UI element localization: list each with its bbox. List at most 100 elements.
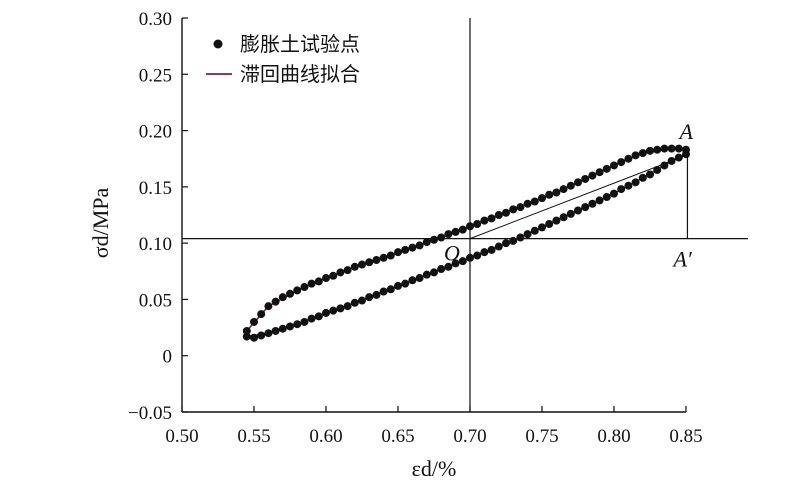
legend-marker-test-points [213,39,223,49]
data-point [451,259,460,268]
data-point [566,181,575,190]
data-point [588,171,597,180]
data-point [372,256,381,265]
data-point [494,242,503,251]
data-point [322,274,330,283]
data-point [617,158,626,167]
data-point [350,298,359,307]
data-point [523,230,532,239]
data-point [242,326,251,335]
data-point [595,196,604,205]
data-point [430,268,438,277]
data-point [408,243,417,252]
data-point [545,190,554,199]
data-point [624,181,633,190]
x-tick-label: 0.75 [525,426,558,447]
test-points [242,144,690,342]
data-point [624,154,633,163]
y-tick-label: 0.05 [139,290,172,311]
data-point [516,233,525,242]
y-tick-label: 0.30 [139,9,172,30]
data-point [444,262,453,271]
data-point [365,258,374,267]
data-point [444,230,453,239]
data-point [394,281,402,290]
data-point [307,279,316,288]
data-point [242,332,251,341]
data-point [451,227,460,236]
data-point [415,274,424,283]
data-point [415,241,424,250]
data-point [646,170,654,179]
data-point [307,314,316,323]
data-point [271,326,280,335]
data-point [343,302,352,311]
data-point [293,286,302,295]
x-tick-label: 0.50 [165,426,198,447]
data-point [401,245,410,254]
data-point [408,276,417,285]
data-point [314,312,323,321]
data-point [480,216,489,225]
data-point [574,178,582,187]
data-point [538,223,546,232]
data-point [480,248,489,257]
data-point [638,173,647,182]
data-point [674,153,683,162]
auxiliary-axes [182,18,748,412]
data-point [458,225,467,234]
x-tick-label: 0.65 [381,426,414,447]
x-tick-label: 0.60 [309,426,342,447]
axis-ticks: 0.50 0.55 0.60 0.65 0.70 0.75 0.80 0.85 −0.05 0 0.… [128,9,703,447]
x-tick-label: 0.70 [453,426,486,447]
data-point [631,151,640,160]
data-point [653,145,662,154]
projection-label: A′ [671,247,692,272]
data-point [667,144,676,153]
data-point [566,209,575,218]
data-point [682,150,690,159]
data-point [437,265,446,274]
fit-curve [246,147,687,338]
data-point [552,188,561,197]
data-point [358,260,366,269]
data-point [430,235,438,244]
data-point [653,165,662,174]
data-point [466,222,474,231]
data-point [372,290,381,299]
legend-label-test-points: 膨胀土试验点 [240,32,360,56]
data-point [386,251,395,260]
data-point [437,233,446,242]
secant-line-oa [469,154,688,240]
data-point [516,203,525,212]
data-point [595,168,604,177]
data-point [509,236,518,245]
data-point [473,220,482,229]
data-point [502,239,510,248]
fit-curve-loop [246,147,687,338]
data-point [631,178,640,187]
data-point [588,199,597,208]
y-tick-label: 0 [163,347,173,368]
data-point [458,257,467,266]
plot-axes [181,18,686,413]
data-point [336,304,345,313]
data-point [264,329,273,338]
x-tick-label: 0.80 [597,426,630,447]
data-point [278,324,287,333]
annotations: O A A′ [444,119,693,272]
data-point [523,199,532,208]
data-point [530,226,539,235]
data-point [271,297,280,306]
data-point [545,220,554,229]
data-point [559,213,568,222]
legend: 膨胀土试验点 滞回曲线拟合 [206,32,360,86]
data-point [386,285,395,294]
peak-label: A [677,119,693,144]
data-point [314,277,323,286]
data-point [379,287,388,296]
data-point [286,289,294,298]
x-axis-label: εd/% [412,456,457,481]
